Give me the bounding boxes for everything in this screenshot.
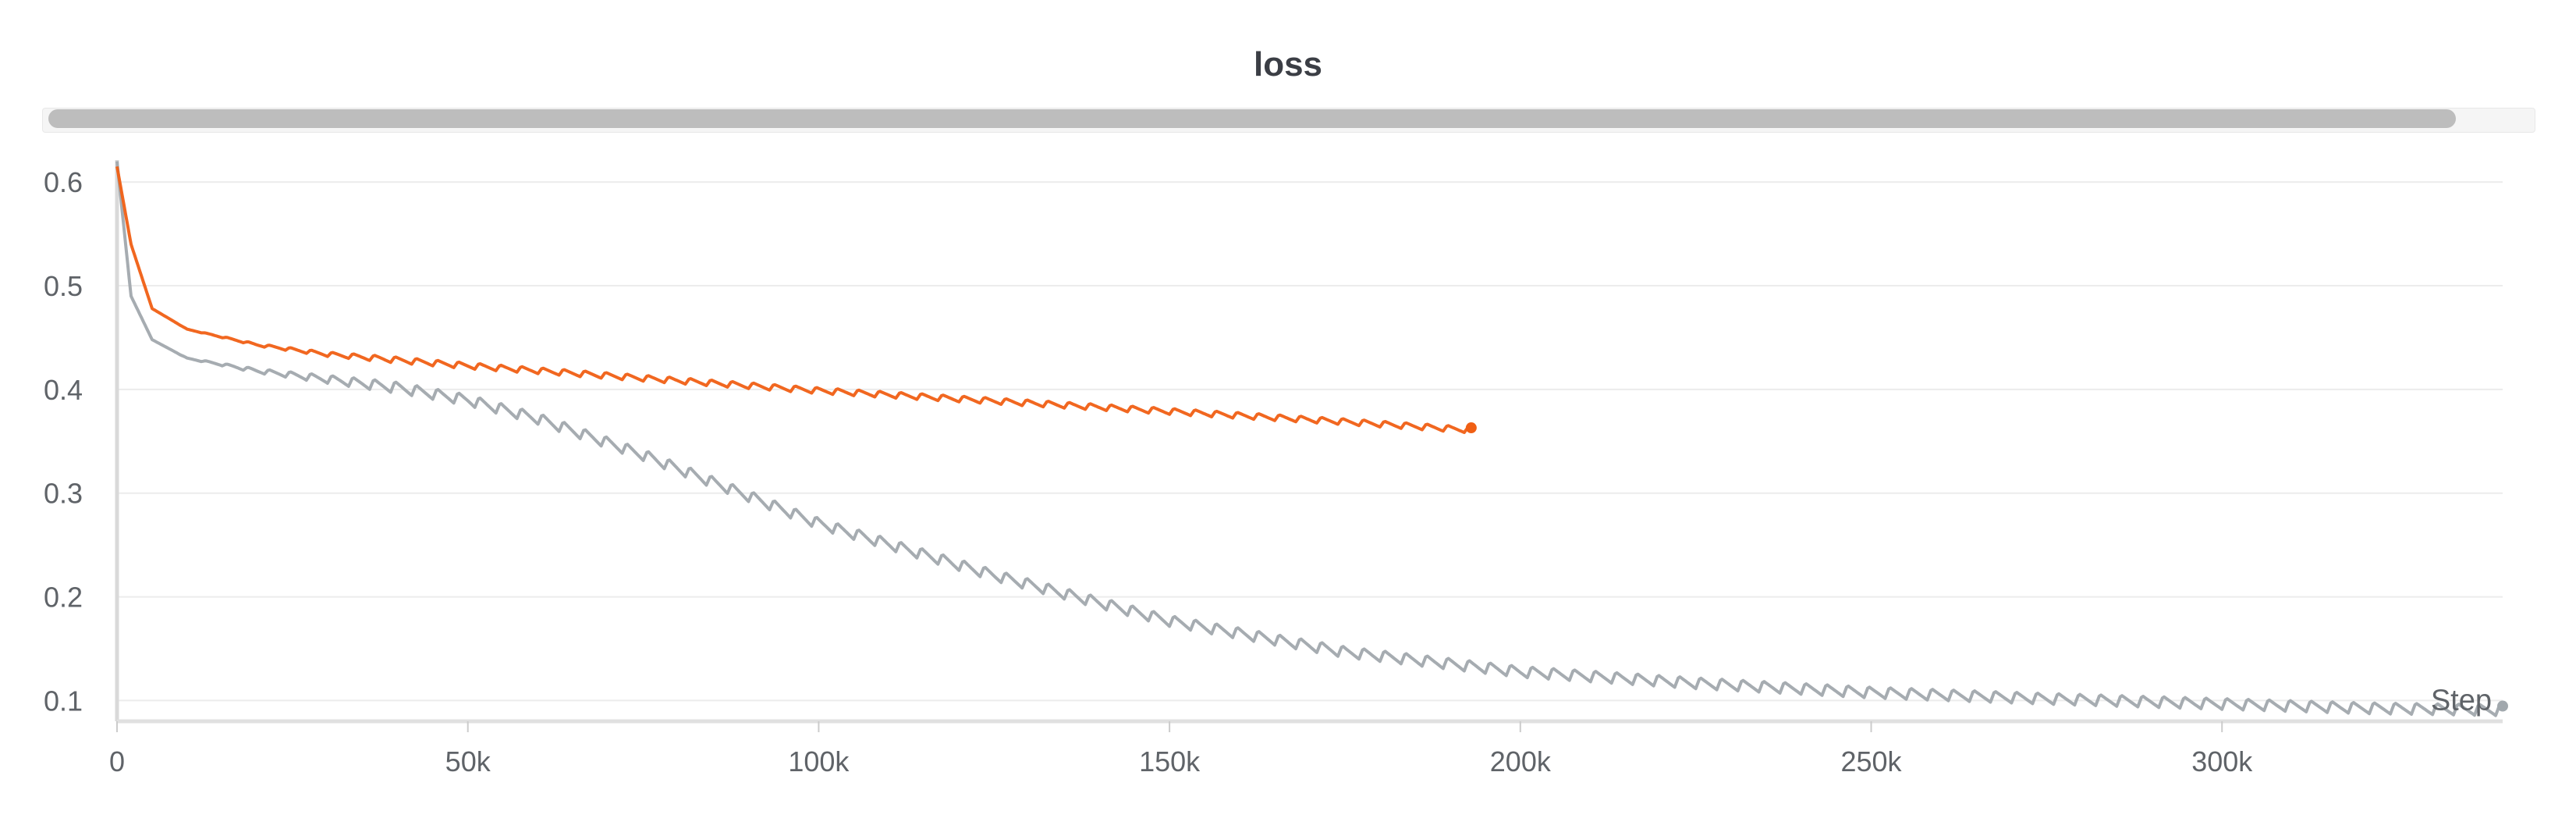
series-line-orange-end-marker [1465, 422, 1477, 434]
x-tick-label-50k: 50k [445, 745, 491, 777]
x-tick-label-150k: 150k [1139, 745, 1201, 777]
y-axis-ticks: 0.1 0.2 0.3 0.4 0.5 0.6 [44, 166, 83, 717]
x-tick-label-0: 0 [109, 745, 125, 777]
series-line-orange [115, 165, 1472, 435]
x-tick-label-300k: 300k [2191, 745, 2253, 777]
y-tick-label-0.2: 0.2 [44, 582, 83, 614]
y-tick-label-0.6: 0.6 [44, 166, 83, 198]
y-tick-label-0.5: 0.5 [44, 270, 83, 302]
series-lines [115, 161, 2508, 717]
horizontal-scrollbar-thumb[interactable] [48, 109, 2456, 128]
series-line-gray [115, 161, 2504, 717]
x-tick-label-100k: 100k [788, 745, 850, 777]
y-tick-label-0.4: 0.4 [44, 374, 83, 406]
series-line-gray-end-marker [2497, 700, 2508, 712]
x-axis-ticks: 0 50k 100k 150k 200k 250k 300k [109, 721, 2253, 777]
x-tick-label-200k: 200k [1490, 745, 1552, 777]
chart-title: loss [1253, 45, 1323, 84]
x-tick-label-250k: 250k [1840, 745, 1902, 777]
x-axis-label: Step [2431, 684, 2492, 717]
y-tick-label-0.1: 0.1 [44, 685, 83, 717]
grid-lines [117, 181, 2503, 702]
y-tick-label-0.3: 0.3 [44, 478, 83, 510]
